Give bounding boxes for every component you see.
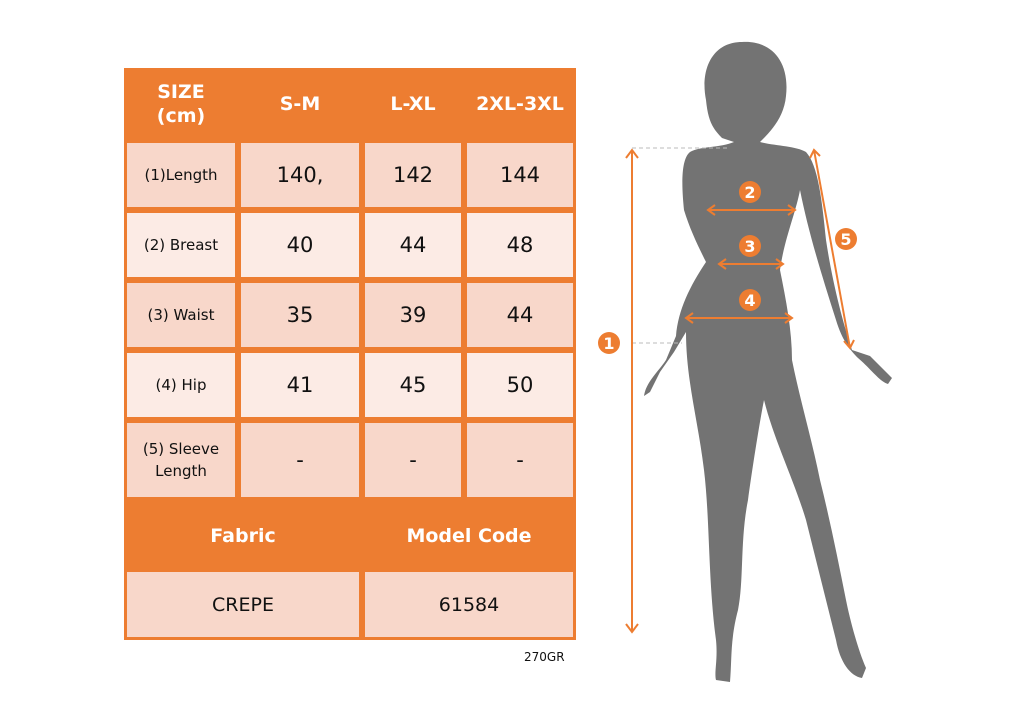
size-chart-table: SIZE (cm) S-M L-XL 2XL-3XL (1)Length 140,… [124,68,576,640]
measurement-badge-label: 3 [744,237,755,256]
header-size-cm: SIZE (cm) [124,68,238,140]
breast-arrow [706,204,797,216]
measurement-badge-2 [739,181,761,203]
row-value: 142 [365,143,461,207]
measurement-badge-label: 2 [744,183,755,202]
model-code-value: 61584 [365,572,573,637]
row-value: 40 [241,213,359,277]
row-value: - [467,423,573,497]
row-label: (2) Breast [127,213,235,277]
length-arrow [625,148,639,634]
row-value: 45 [365,353,461,417]
row-value: - [241,423,359,497]
header-2xl-3xl: 2XL-3XL [476,93,564,115]
measurement-badge-1 [598,332,620,354]
row-value: 50 [467,353,573,417]
fabric-value: CREPE [127,572,359,637]
row-label: (3) Waist [127,283,235,347]
header-size-line1: SIZE [157,81,205,103]
row-label: (4) Hip [127,353,235,417]
row-label-line2: Length [155,462,207,480]
hip-arrow [684,312,794,324]
row-value: 39 [365,283,461,347]
fabric-header: Fabric [210,525,276,547]
measurement-badge-label: 5 [840,230,851,249]
waist-arrow [717,258,785,270]
row-value: - [365,423,461,497]
measurement-badge-label: 4 [744,291,755,310]
header-l-xl: L-XL [390,93,436,115]
row-value: 144 [467,143,573,207]
row-value: 41 [241,353,359,417]
row-value: 44 [365,213,461,277]
header-size-line2: (cm) [156,105,206,127]
row-value: 140, [241,143,359,207]
header-s-m: S-M [279,93,321,115]
sleeve-arrow [809,148,855,350]
measurement-badge-3 [739,235,761,257]
row-label-line1: (5) Sleeve [142,440,220,458]
measurement-badge-4 [739,289,761,311]
model-code-header: Model Code [406,525,532,547]
measurement-badge-5 [835,228,857,250]
silhouette [644,41,892,683]
row-value: 48 [467,213,573,277]
measurement-badge-label: 1 [603,334,614,353]
row-value: 44 [467,283,573,347]
row-label: (5) Sleeve Length [127,423,235,497]
row-label: (1)Length [127,143,235,207]
row-value: 35 [241,283,359,347]
weight-note: 270GR [524,650,565,664]
